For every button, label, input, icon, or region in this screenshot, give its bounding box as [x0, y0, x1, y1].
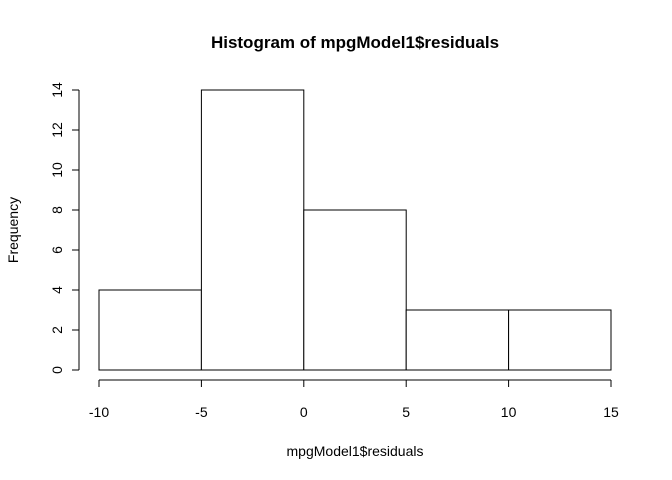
y-tick-label: 14: [49, 82, 65, 98]
x-tick-label: 0: [300, 404, 308, 420]
y-axis: 0 2 4 6 8 10 12 14: [49, 82, 80, 374]
histogram-bar-5: [508, 309, 612, 371]
y-tick-label: 6: [49, 246, 65, 254]
x-tick-label: 15: [603, 404, 619, 420]
y-tick-label: 12: [49, 122, 65, 138]
x-tick-label: 5: [402, 404, 410, 420]
y-tick-label: 2: [49, 326, 65, 334]
x-tick-label: 10: [501, 404, 517, 420]
y-tick-label: 10: [49, 162, 65, 178]
y-tick-label: 0: [49, 366, 65, 374]
bars-group: [98, 89, 612, 371]
histogram-bar-1: [98, 289, 202, 371]
x-tick-label: -10: [89, 404, 109, 420]
histogram-bar-3: [303, 209, 407, 371]
histogram-bar-2: [200, 89, 305, 371]
chart-title: Histogram of mpgModel1$residuals: [211, 33, 499, 52]
x-axis: -10 -5 0 5 10 15: [89, 379, 619, 420]
y-axis-label: Frequency: [5, 197, 21, 263]
histogram-bar-4: [405, 309, 510, 371]
x-axis-label: mpgModel1$residuals: [287, 443, 424, 459]
x-tick-label: -5: [195, 404, 208, 420]
y-tick-label: 4: [49, 286, 65, 294]
y-tick-label: 8: [49, 206, 65, 214]
